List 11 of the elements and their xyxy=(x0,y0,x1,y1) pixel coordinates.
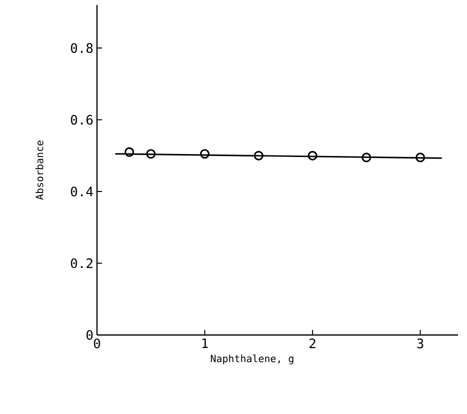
x-tick-label: 3 xyxy=(417,338,424,348)
x-axis-title: Naphthalene, g xyxy=(210,354,294,364)
y-tick-label: 0 xyxy=(86,330,93,340)
x-tick-label: 2 xyxy=(310,338,316,348)
y-axis-title: Absorbance xyxy=(36,140,44,200)
x-tick-label: 1 xyxy=(202,338,208,348)
y-tick-label: 0.2 xyxy=(70,258,92,268)
x-tick-label: 0 xyxy=(94,338,100,348)
y-tick-label: 0.8 xyxy=(70,43,93,53)
y-tick-label: 0.4 xyxy=(70,186,93,196)
y-tick-label: 0.6 xyxy=(70,114,93,125)
